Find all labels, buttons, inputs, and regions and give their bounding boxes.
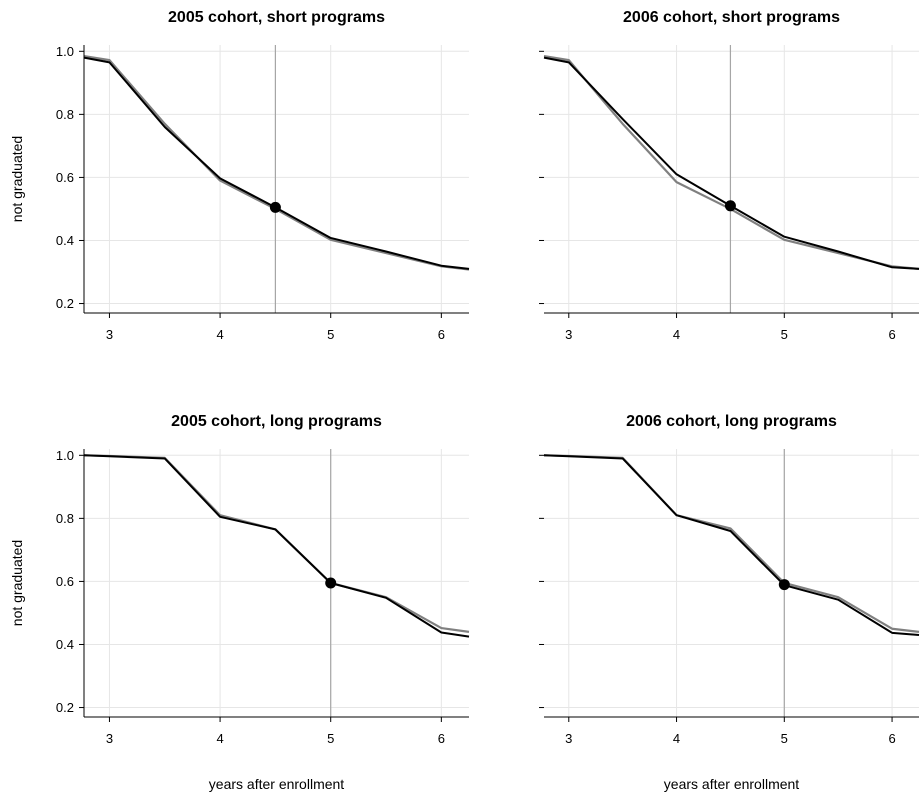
x-tick-label: 5 <box>327 731 334 746</box>
y-tick-label: 0.8 <box>56 107 74 122</box>
x-tick-label: 6 <box>888 327 895 342</box>
panel-title: 2006 cohort, long programs <box>626 413 837 430</box>
x-tick-label: 4 <box>673 327 680 342</box>
series-line-2 <box>83 56 470 270</box>
panel-3: 3 4 5 6 0.2 0.4 0.6 0.8 1.0 2005 cohort, long pro… <box>9 413 470 792</box>
marker-point <box>269 201 281 213</box>
series-line-1 <box>83 54 470 271</box>
y-tick-label: 0.8 <box>56 511 74 526</box>
x-tick-label: 4 <box>216 731 223 746</box>
x-tick-label: 4 <box>216 327 223 342</box>
series-line-1 <box>543 454 920 633</box>
x-axis-label: years after enrollment <box>209 776 345 792</box>
marker-point <box>778 579 790 591</box>
x-tick-label: 6 <box>438 327 445 342</box>
y-axis-label: not graduated <box>9 540 25 626</box>
series-line-1 <box>543 54 920 270</box>
series-line-1 <box>83 454 470 633</box>
y-tick-label: 0.2 <box>56 700 74 715</box>
x-tick-label: 5 <box>781 731 788 746</box>
series-line-2 <box>543 56 920 270</box>
y-tick-label: 0.6 <box>56 170 74 185</box>
y-tick-label: 1.0 <box>56 44 74 59</box>
y-axis-label: not graduated <box>9 136 25 222</box>
x-tick-label: 6 <box>438 731 445 746</box>
x-tick-label: 5 <box>781 327 788 342</box>
y-tick-label: 0.6 <box>56 574 74 589</box>
x-tick-label: 5 <box>327 327 334 342</box>
x-tick-label: 3 <box>565 731 572 746</box>
x-tick-label: 6 <box>888 731 895 746</box>
y-tick-label: 0.2 <box>56 296 74 311</box>
x-tick-label: 3 <box>106 731 113 746</box>
y-tick-label: 0.4 <box>56 233 74 248</box>
series-line-2 <box>83 454 470 638</box>
panel-1: 3 4 5 6 0.2 0.4 0.6 0.8 1.0 2005 cohort, short pr… <box>9 9 470 342</box>
panel-title: 2006 cohort, short programs <box>623 9 840 26</box>
panel-title: 2005 cohort, short programs <box>168 9 385 26</box>
panel-title: 2005 cohort, long programs <box>171 413 382 430</box>
x-tick-label: 3 <box>565 327 572 342</box>
panel-2: 3 4 5 6 2006 cohort, short programs <box>539 9 920 342</box>
x-tick-label: 3 <box>106 327 113 342</box>
marker-point <box>325 577 337 589</box>
y-tick-label: 0.4 <box>56 637 74 652</box>
panel-4: 3 4 5 6 2006 cohort, long programs years afte… <box>539 413 920 792</box>
y-tick-label: 1.0 <box>56 448 74 463</box>
marker-point <box>724 200 736 212</box>
series-line-2 <box>543 454 920 637</box>
x-tick-label: 4 <box>673 731 680 746</box>
x-axis-label: years after enrollment <box>664 776 800 792</box>
